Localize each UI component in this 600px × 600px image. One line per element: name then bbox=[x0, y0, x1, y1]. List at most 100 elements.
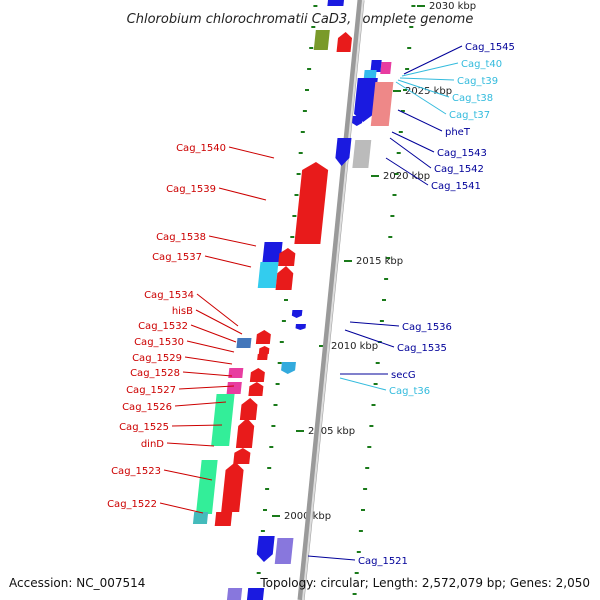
gene-feature-14 bbox=[275, 266, 294, 290]
gene-feature-36 bbox=[246, 588, 265, 600]
right-leader-7 bbox=[389, 137, 432, 169]
gene-feature-35 bbox=[274, 538, 294, 564]
backbone-highlight bbox=[302, 0, 364, 600]
gene-green-top bbox=[313, 30, 330, 50]
gene-feature-23 bbox=[228, 368, 244, 378]
left-leader-6 bbox=[190, 324, 237, 343]
left-label-9[interactable]: Cag_1528 bbox=[130, 368, 180, 379]
topology-text: Topology: circular; Length: 2,572,079 bp… bbox=[260, 576, 590, 590]
left-label-13[interactable]: dinD bbox=[141, 439, 164, 450]
backbone-line bbox=[297, 0, 365, 600]
gene-feature-22 bbox=[249, 368, 265, 382]
right-label-3[interactable]: Cag_t38 bbox=[452, 93, 493, 104]
gene-feature-9 bbox=[352, 140, 372, 168]
gene-feature-10 bbox=[294, 162, 329, 244]
right-label-10[interactable]: Cag_1535 bbox=[397, 343, 447, 354]
gene-feature-3 bbox=[370, 60, 382, 72]
gene-feature-28 bbox=[235, 418, 255, 448]
gene-feature-0 bbox=[336, 32, 353, 52]
left-label-8[interactable]: Cag_1529 bbox=[132, 353, 182, 364]
right-label-8[interactable]: Cag_1541 bbox=[431, 181, 481, 192]
left-label-1[interactable]: Cag_1539 bbox=[166, 184, 216, 195]
gene-feature-5 bbox=[354, 78, 378, 122]
left-label-12[interactable]: Cag_1525 bbox=[119, 422, 169, 433]
gene-feature-17 bbox=[236, 338, 252, 348]
gene-feature-32 bbox=[192, 512, 209, 524]
left-leader-14 bbox=[163, 469, 213, 481]
left-leader-10 bbox=[178, 385, 235, 390]
gene-feature-21 bbox=[281, 362, 296, 374]
gene-feature-4 bbox=[363, 70, 377, 80]
left-label-0[interactable]: Cag_1540 bbox=[176, 143, 226, 154]
right-label-2[interactable]: Cag_t39 bbox=[457, 76, 498, 87]
right-leader-4 bbox=[395, 81, 447, 115]
left-leader-0 bbox=[228, 146, 275, 159]
scale-label-0: 2030 kbp bbox=[429, 1, 476, 12]
gene-feature-15 bbox=[291, 310, 303, 318]
left-leader-9 bbox=[182, 371, 233, 377]
left-leader-1 bbox=[218, 187, 267, 201]
left-leader-13 bbox=[166, 442, 215, 447]
feature-labels: Cag_1540 Cag_1539 Cag_1538 Cag_1537 Cag_1534… bbox=[107, 42, 515, 567]
left-label-7[interactable]: Cag_1530 bbox=[134, 337, 184, 348]
left-label-3[interactable]: Cag_1537 bbox=[152, 252, 202, 263]
gene-feature-27 bbox=[239, 398, 258, 420]
left-label-15[interactable]: Cag_1522 bbox=[107, 499, 157, 510]
left-leader-11 bbox=[174, 401, 227, 407]
right-label-4[interactable]: Cag_t37 bbox=[449, 110, 490, 121]
left-label-5[interactable]: hisB bbox=[172, 306, 193, 317]
scale-label-1: 2025 kbp bbox=[405, 86, 452, 97]
gene-feature-26 bbox=[211, 394, 235, 446]
gene-feature-11 bbox=[262, 242, 283, 262]
gene-feature-13 bbox=[257, 262, 279, 288]
left-label-2[interactable]: Cag_1538 bbox=[156, 232, 206, 243]
left-label-14[interactable]: Cag_1523 bbox=[111, 466, 161, 477]
scale-label-4: 2010 kbp bbox=[331, 341, 378, 352]
right-leader-13 bbox=[307, 555, 356, 561]
gene-feature-2 bbox=[380, 62, 392, 74]
right-leader-0 bbox=[403, 45, 463, 75]
gene-feature-1 bbox=[327, 0, 344, 6]
gene-feature-29 bbox=[233, 448, 251, 464]
left-label-4[interactable]: Cag_1534 bbox=[144, 290, 194, 301]
gene-feature-37 bbox=[226, 588, 243, 600]
right-label-12[interactable]: Cag_t36 bbox=[389, 386, 430, 397]
right-label-0[interactable]: Cag_1545 bbox=[465, 42, 515, 53]
right-label-11[interactable]: secG bbox=[391, 370, 416, 381]
right-label-7[interactable]: Cag_1542 bbox=[434, 164, 484, 175]
right-leader-2 bbox=[399, 77, 455, 81]
left-leader-7 bbox=[186, 340, 235, 353]
gene-feature-31 bbox=[221, 462, 244, 512]
backbone bbox=[297, 0, 365, 600]
scale-label-3: 2015 kbp bbox=[356, 256, 403, 267]
gene-feature-18 bbox=[255, 330, 271, 344]
left-label-11[interactable]: Cag_1526 bbox=[122, 402, 172, 413]
gene-feature-6 bbox=[370, 82, 394, 126]
map-title: Chlorobium chlorochromatii CaD3, complet… bbox=[127, 12, 474, 27]
right-leader-9 bbox=[349, 321, 400, 327]
left-leader-12 bbox=[171, 424, 223, 427]
gene-feature-19 bbox=[258, 346, 270, 354]
right-leader-6 bbox=[391, 131, 435, 153]
gene-feature-30 bbox=[195, 460, 218, 514]
left-label-6[interactable]: Cag_1532 bbox=[138, 321, 188, 332]
right-label-9[interactable]: Cag_1536 bbox=[402, 322, 452, 333]
gene-feature-7 bbox=[352, 116, 363, 126]
left-leader-5 bbox=[195, 309, 243, 335]
left-leader-15 bbox=[159, 502, 204, 514]
features bbox=[192, 0, 394, 600]
left-label-10[interactable]: Cag_1527 bbox=[126, 385, 176, 396]
right-label-1[interactable]: Cag_t40 bbox=[461, 59, 502, 70]
left-leader-3 bbox=[204, 255, 252, 268]
right-label-6[interactable]: Cag_1543 bbox=[437, 148, 487, 159]
right-label-5[interactable]: pheT bbox=[445, 127, 471, 138]
right-leader-1 bbox=[401, 62, 459, 77]
right-leader-10 bbox=[344, 329, 395, 348]
right-leader-12 bbox=[339, 377, 387, 391]
left-leader-8 bbox=[184, 356, 233, 365]
right-label-13[interactable]: Cag_1521 bbox=[358, 556, 408, 567]
accession-text: Accession: NC_007514 bbox=[9, 576, 146, 590]
label-leaders bbox=[159, 45, 463, 561]
